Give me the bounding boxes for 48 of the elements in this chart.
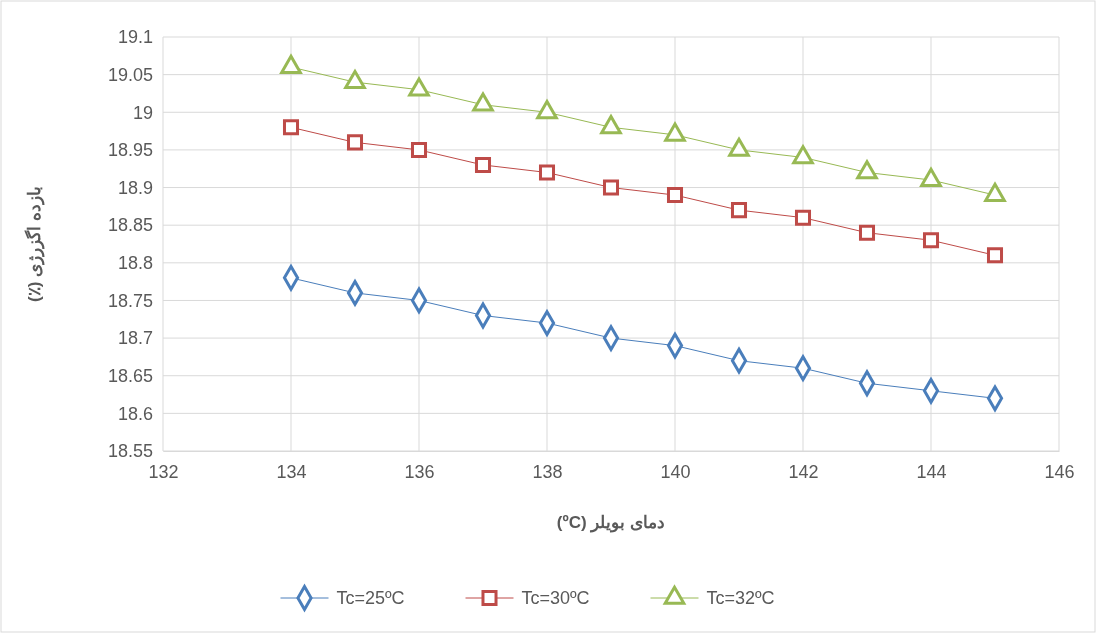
point	[728, 137, 750, 157]
legend-label: Tc=30ºC	[521, 588, 590, 608]
point	[794, 209, 812, 226]
x-tick-label: 142	[788, 461, 819, 482]
point	[856, 160, 878, 180]
y-tick-label: 18.75	[107, 290, 153, 311]
y-tick-label: 19.1	[117, 27, 153, 48]
point	[920, 167, 942, 187]
point	[792, 145, 814, 165]
y-tick-label: 19.05	[107, 64, 153, 85]
x-tick-label: 136	[404, 461, 435, 482]
y-tick-label: 18.9	[117, 177, 153, 198]
x-tick-label: 132	[148, 461, 179, 482]
x-tick-label: 134	[276, 461, 307, 482]
x-axis-title: دمای بویلر (ºC)	[556, 513, 666, 533]
y-tick-label: 19	[132, 102, 153, 123]
point	[602, 179, 620, 196]
y-tick-label: 18.7	[117, 328, 153, 349]
y-tick-label: 18.95	[107, 140, 153, 161]
x-tick-label: 140	[660, 461, 691, 482]
point	[472, 92, 494, 112]
y-tick-label: 18.55	[107, 441, 153, 462]
point	[986, 247, 1004, 264]
point	[858, 224, 876, 241]
y-axis-title: بازده اگزرژی (٪)	[24, 186, 45, 302]
y-tick-label: 18.8	[117, 253, 153, 274]
point	[666, 187, 684, 204]
legend-label: Tc=32ºC	[706, 588, 775, 608]
point	[280, 54, 302, 74]
point	[346, 134, 364, 151]
y-tick-label: 18.6	[117, 403, 153, 424]
x-tick-label: 146	[1044, 461, 1075, 482]
point	[664, 122, 686, 142]
point	[730, 202, 748, 219]
point	[536, 100, 558, 120]
y-tick-label: 18.65	[107, 365, 153, 386]
point	[984, 182, 1006, 202]
point	[538, 164, 556, 181]
x-tick-label: 138	[532, 461, 563, 482]
legend-label: Tc=25ºC	[336, 588, 405, 608]
point	[600, 115, 622, 135]
point	[410, 141, 428, 158]
point	[344, 69, 366, 90]
point	[474, 156, 492, 173]
point	[408, 77, 430, 97]
x-tick-label: 144	[916, 461, 947, 482]
y-tick-label: 18.85	[107, 215, 153, 236]
point	[922, 232, 940, 249]
